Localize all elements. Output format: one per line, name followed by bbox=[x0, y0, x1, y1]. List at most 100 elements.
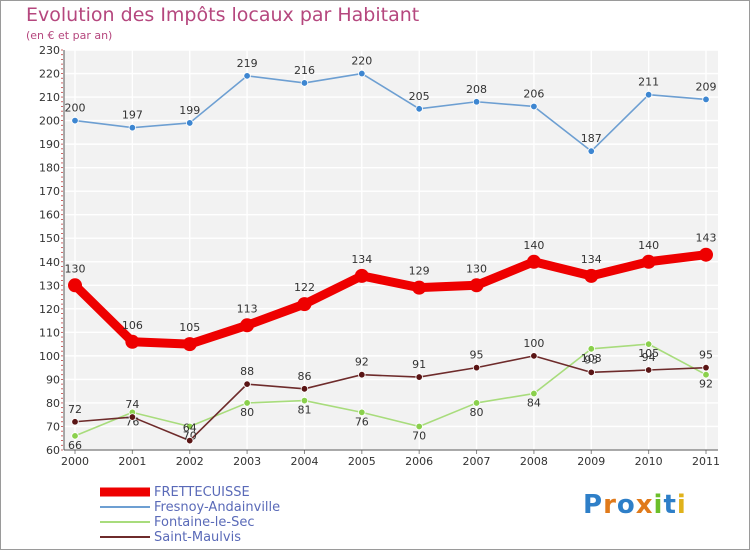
plot-area bbox=[64, 50, 718, 450]
data-label: 70 bbox=[183, 429, 197, 442]
data-point bbox=[415, 373, 423, 381]
logo-letter: r bbox=[603, 490, 617, 520]
data-label: 219 bbox=[237, 57, 258, 70]
data-label: 199 bbox=[179, 104, 200, 117]
data-point bbox=[644, 366, 653, 374]
data-label: 220 bbox=[351, 55, 372, 68]
data-point bbox=[699, 247, 713, 262]
data-point bbox=[128, 123, 137, 132]
series-line-saint-maulvis bbox=[74, 355, 707, 442]
data-point bbox=[584, 268, 599, 283]
data-label: 95 bbox=[699, 349, 713, 362]
data-label: 74 bbox=[125, 398, 139, 411]
x-tick-label: 2001 bbox=[118, 455, 146, 468]
data-point bbox=[530, 352, 538, 360]
data-label: 140 bbox=[523, 239, 544, 252]
data-label: 93 bbox=[584, 353, 598, 366]
data-label: 209 bbox=[696, 80, 717, 93]
y-tick-label: 210 bbox=[39, 91, 60, 104]
data-point bbox=[358, 371, 366, 379]
x-tick-label: 2010 bbox=[635, 455, 663, 468]
data-label: 129 bbox=[409, 265, 430, 278]
y-tick-label: 230 bbox=[39, 44, 60, 57]
data-label: 130 bbox=[466, 262, 487, 275]
data-point bbox=[243, 72, 251, 80]
data-label: 84 bbox=[527, 397, 541, 410]
data-point bbox=[702, 371, 710, 379]
legend-label: Fontaine-le-Sec bbox=[154, 515, 255, 530]
data-point bbox=[71, 116, 79, 125]
x-tick-label: 2004 bbox=[290, 455, 318, 468]
data-label: 92 bbox=[355, 356, 369, 369]
data-point bbox=[415, 422, 423, 431]
logo-letter: i bbox=[676, 490, 687, 520]
y-tick-label: 150 bbox=[39, 232, 60, 245]
data-label: 103 bbox=[581, 352, 602, 365]
proxiti-logo: Proxiti bbox=[583, 490, 687, 520]
data-point bbox=[243, 399, 251, 407]
data-point bbox=[412, 280, 427, 295]
data-point bbox=[243, 380, 251, 388]
data-label: 113 bbox=[237, 302, 258, 315]
data-point bbox=[125, 334, 140, 349]
data-point bbox=[358, 408, 366, 417]
logo-letter: P bbox=[583, 490, 604, 520]
data-point bbox=[186, 119, 194, 127]
data-label: 187 bbox=[581, 132, 602, 145]
legend-swatch bbox=[100, 487, 150, 497]
x-tick-label: 2011 bbox=[692, 455, 720, 468]
logo-letter: i bbox=[653, 490, 664, 520]
x-tick-label: 2005 bbox=[348, 455, 376, 468]
series-line-fresnoy-andainville bbox=[74, 72, 707, 152]
data-point bbox=[587, 147, 595, 155]
y-tick-label: 100 bbox=[39, 350, 60, 363]
x-tick-label: 2000 bbox=[61, 455, 89, 468]
data-point bbox=[71, 418, 79, 426]
data-point bbox=[587, 345, 595, 353]
legend-swatch bbox=[100, 521, 150, 523]
data-point bbox=[186, 422, 194, 431]
data-label: 216 bbox=[294, 64, 315, 77]
logo-letter: x bbox=[635, 490, 654, 520]
data-label: 64 bbox=[183, 422, 197, 435]
data-label: 143 bbox=[696, 232, 717, 245]
y-tick-label: 170 bbox=[39, 185, 60, 198]
data-point bbox=[702, 95, 710, 104]
data-label: 211 bbox=[638, 76, 659, 89]
logo-letter: t bbox=[663, 490, 677, 520]
data-label: 86 bbox=[297, 370, 311, 383]
legend-swatch bbox=[100, 506, 150, 508]
data-point bbox=[472, 98, 481, 106]
y-tick-label: 110 bbox=[39, 326, 60, 339]
chart-title: Evolution des Impôts locaux par Habitant bbox=[26, 4, 420, 26]
data-label: 80 bbox=[470, 406, 484, 419]
data-point bbox=[182, 337, 197, 352]
x-tick-label: 2007 bbox=[463, 455, 491, 468]
legend-swatch bbox=[100, 536, 150, 538]
data-label: 80 bbox=[240, 406, 254, 419]
data-label: 92 bbox=[699, 378, 713, 391]
data-label: 66 bbox=[68, 439, 82, 452]
data-point bbox=[358, 69, 366, 78]
data-label: 140 bbox=[638, 239, 659, 252]
y-tick-label: 60 bbox=[46, 444, 60, 457]
data-point bbox=[240, 318, 255, 333]
data-point bbox=[300, 396, 309, 405]
data-point bbox=[469, 278, 484, 293]
legend-label: Fresnoy-Andainville bbox=[154, 500, 281, 515]
y-tick-label: 70 bbox=[46, 420, 60, 433]
data-label: 105 bbox=[179, 321, 200, 334]
data-label: 134 bbox=[351, 253, 372, 266]
data-point bbox=[186, 436, 194, 445]
data-label: 76 bbox=[355, 415, 369, 428]
y-tick-label: 190 bbox=[39, 138, 60, 151]
data-point bbox=[641, 254, 656, 269]
data-label: 205 bbox=[409, 90, 430, 103]
x-tick-label: 2006 bbox=[405, 455, 433, 468]
legend-item: Fresnoy-Andainville bbox=[100, 500, 280, 515]
data-label: 208 bbox=[466, 83, 487, 96]
legend-item: FRETTECUISSE bbox=[100, 485, 280, 500]
data-point bbox=[530, 389, 538, 398]
legend-item: Saint-Maulvis bbox=[100, 530, 280, 545]
